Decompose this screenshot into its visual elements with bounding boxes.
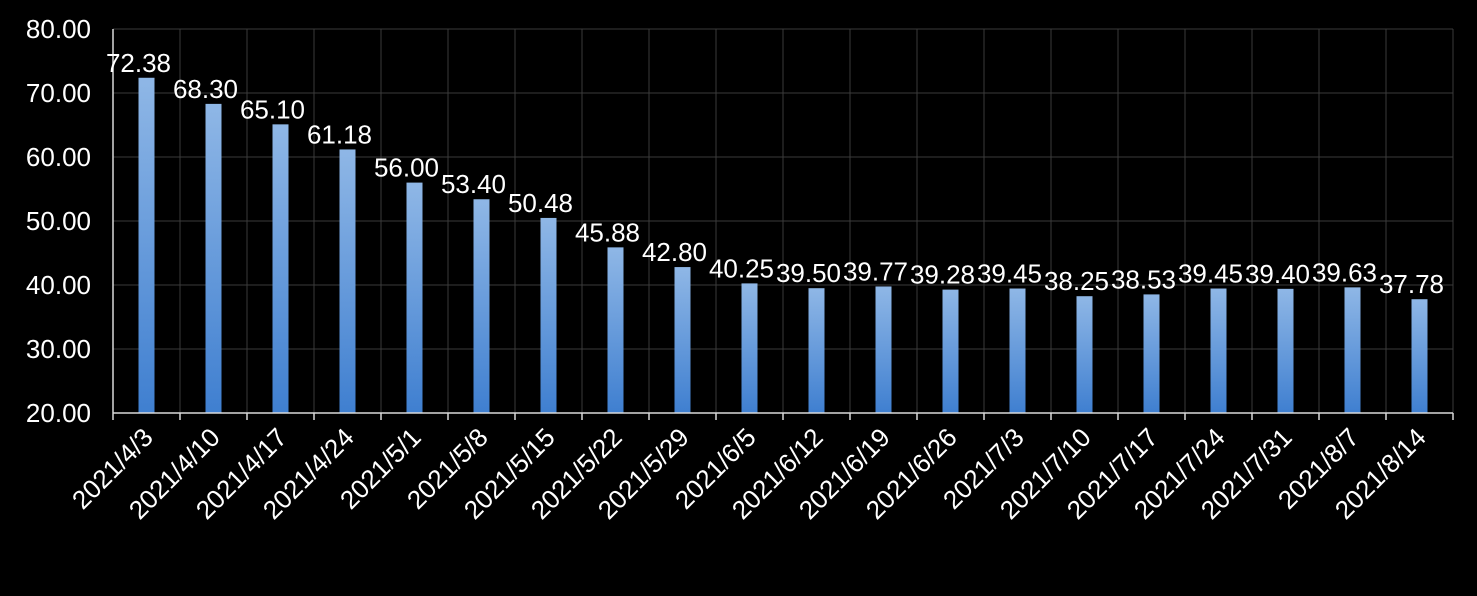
data-label: 38.53	[1111, 264, 1176, 294]
bar	[808, 288, 825, 413]
data-label: 53.40	[441, 169, 506, 199]
y-tick-label: 30.00	[26, 334, 91, 364]
data-label: 45.88	[575, 217, 640, 247]
data-label: 68.30	[173, 74, 238, 104]
bar	[205, 103, 222, 413]
bars	[138, 77, 1428, 414]
data-labels: 72.3868.3065.1061.1856.0053.4050.4845.88…	[106, 48, 1444, 299]
bar	[875, 286, 892, 413]
bar	[674, 267, 691, 413]
bar	[540, 217, 557, 413]
y-tick-labels: 20.00 30.00 40.00 50.00 60.00 70.00 80.00	[26, 14, 91, 428]
bar	[607, 247, 624, 413]
data-label: 72.38	[106, 48, 171, 78]
x-tick-labels: 2021/4/32021/4/102021/4/172021/4/242021/…	[66, 422, 1432, 525]
axes	[112, 29, 1454, 420]
y-tick-label: 50.00	[26, 206, 91, 236]
data-label: 39.45	[977, 259, 1042, 289]
bar	[1009, 288, 1026, 413]
bar	[138, 77, 155, 413]
bar	[1076, 296, 1093, 413]
data-label: 61.18	[307, 119, 372, 149]
data-label: 65.10	[240, 94, 305, 124]
data-label: 39.40	[1245, 259, 1310, 289]
data-label: 42.80	[642, 237, 707, 267]
bar	[1210, 288, 1227, 413]
bar	[1344, 287, 1361, 413]
bar	[1143, 294, 1160, 413]
data-label: 39.28	[910, 260, 975, 290]
y-tick-label: 60.00	[26, 142, 91, 172]
data-label: 39.63	[1312, 257, 1377, 287]
data-label: 39.45	[1178, 259, 1243, 289]
data-label: 56.00	[374, 153, 439, 183]
bar	[741, 283, 758, 413]
y-tick-label: 40.00	[26, 270, 91, 300]
bar	[942, 289, 959, 413]
bar	[406, 182, 423, 413]
y-tick-label: 70.00	[26, 78, 91, 108]
data-label: 39.77	[843, 256, 908, 286]
data-label: 39.50	[776, 258, 841, 288]
y-tick-label: 80.00	[26, 14, 91, 44]
bar	[1277, 288, 1294, 413]
data-label: 38.25	[1044, 266, 1109, 296]
bar	[473, 199, 490, 413]
data-label: 37.78	[1379, 269, 1444, 299]
bar	[272, 124, 289, 414]
gridlines	[113, 28, 1454, 413]
bar	[1411, 299, 1428, 413]
bar	[339, 149, 356, 413]
data-label: 50.48	[508, 188, 573, 218]
y-tick-label: 20.00	[26, 398, 91, 428]
data-label: 40.25	[709, 253, 774, 283]
